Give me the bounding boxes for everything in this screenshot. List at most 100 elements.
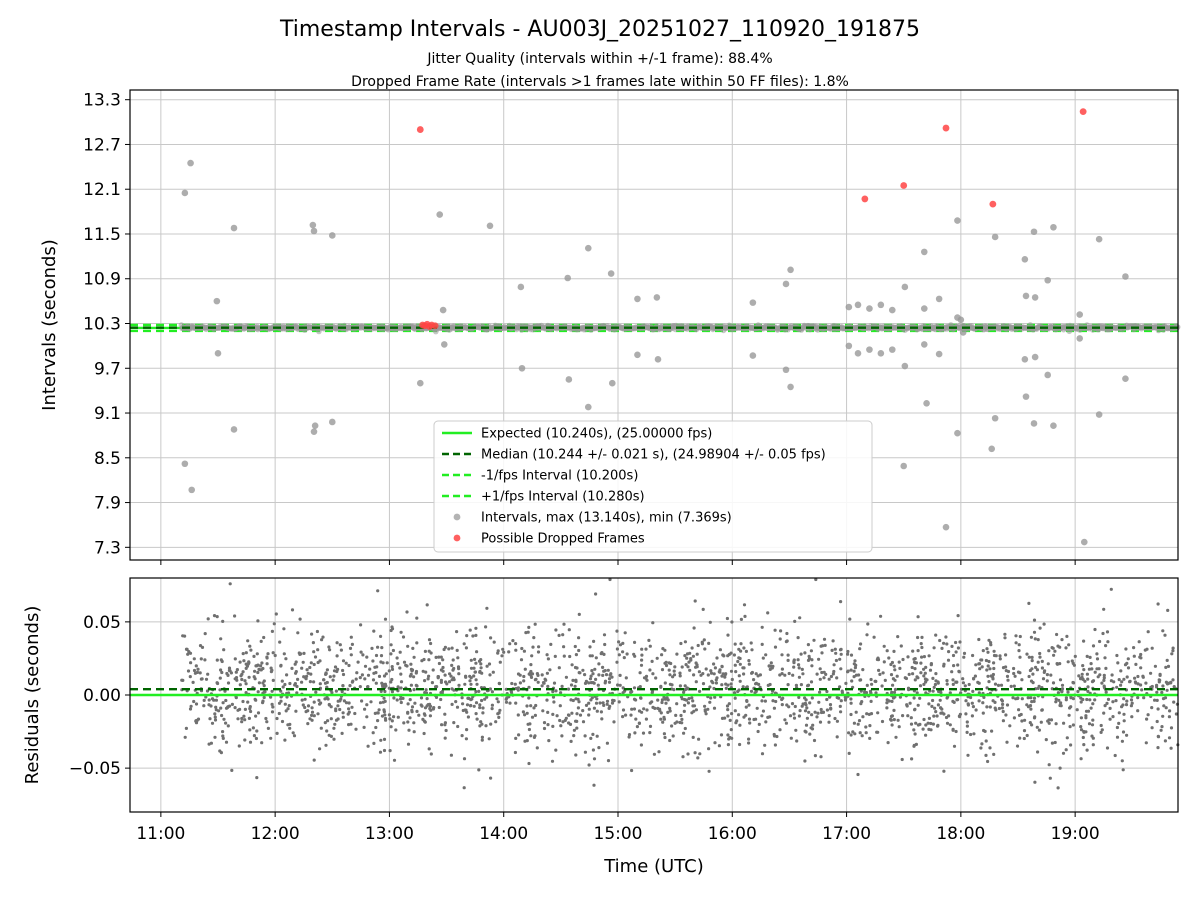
residual-point bbox=[184, 726, 188, 731]
residual-point bbox=[1121, 768, 1125, 772]
residual-point bbox=[203, 632, 207, 636]
interval-outlier-point bbox=[1050, 422, 1057, 430]
residual-point bbox=[818, 720, 823, 724]
residual-point bbox=[772, 732, 776, 737]
residual-point bbox=[733, 709, 737, 713]
residuals-reference-lines bbox=[130, 687, 1178, 697]
residual-point bbox=[1011, 696, 1015, 700]
residual-point bbox=[1013, 674, 1017, 678]
residual-point bbox=[1042, 622, 1046, 626]
residual-point bbox=[834, 658, 839, 663]
residual-point bbox=[992, 666, 996, 671]
residual-point bbox=[923, 677, 928, 681]
residual-point bbox=[456, 656, 460, 660]
residual-point bbox=[713, 741, 717, 745]
residual-point bbox=[890, 714, 895, 718]
residual-point bbox=[807, 654, 811, 658]
residual-point bbox=[474, 678, 478, 682]
residual-point bbox=[868, 724, 872, 728]
residual-point bbox=[592, 706, 597, 710]
residual-point bbox=[648, 668, 652, 672]
interval-outlier-point bbox=[439, 306, 447, 314]
residual-point bbox=[848, 617, 852, 621]
residual-point bbox=[284, 657, 288, 661]
residual-point bbox=[729, 651, 733, 655]
residual-point bbox=[794, 728, 798, 732]
residual-point bbox=[533, 678, 538, 682]
residual-point bbox=[552, 700, 556, 704]
residual-point bbox=[790, 702, 795, 706]
dropped-frame-point bbox=[900, 182, 908, 189]
interval-outlier-point bbox=[230, 224, 238, 232]
residual-point bbox=[279, 663, 283, 667]
residual-point bbox=[290, 608, 295, 612]
residual-point bbox=[500, 654, 504, 658]
intervals-y-tick-label: 10.9 bbox=[83, 270, 121, 290]
residual-point bbox=[523, 667, 527, 671]
residual-point bbox=[383, 617, 388, 621]
residual-point bbox=[469, 666, 474, 670]
residual-point bbox=[508, 701, 512, 705]
residual-point bbox=[554, 628, 558, 632]
intervals-y-tick-label: 8.5 bbox=[94, 449, 121, 469]
residual-point bbox=[988, 746, 992, 750]
residual-point bbox=[210, 721, 215, 725]
legend-plus-interval-label: +1/fps Interval (10.280s) bbox=[481, 490, 645, 505]
residual-point bbox=[372, 741, 376, 746]
residual-point bbox=[662, 717, 667, 721]
residual-point bbox=[434, 655, 438, 660]
residual-point bbox=[844, 696, 848, 700]
residual-point bbox=[853, 659, 857, 663]
residual-point bbox=[889, 673, 894, 677]
residual-point bbox=[1000, 706, 1005, 710]
residual-point bbox=[240, 672, 244, 676]
residual-point bbox=[428, 707, 432, 711]
residual-point bbox=[992, 752, 996, 757]
residual-point bbox=[832, 663, 836, 667]
residual-point bbox=[617, 640, 621, 644]
residual-point bbox=[1036, 660, 1040, 664]
residual-point bbox=[979, 658, 983, 662]
residual-point bbox=[348, 646, 353, 651]
residual-point bbox=[235, 678, 239, 682]
residual-point bbox=[603, 681, 607, 685]
residual-point bbox=[186, 669, 191, 673]
residual-point bbox=[656, 706, 660, 711]
residual-point bbox=[473, 657, 477, 662]
residual-point bbox=[1005, 674, 1010, 679]
residual-point bbox=[492, 640, 496, 644]
residual-point bbox=[1084, 716, 1088, 720]
residual-point bbox=[1150, 646, 1154, 650]
residual-point bbox=[647, 638, 651, 643]
residual-point bbox=[885, 706, 889, 710]
residual-point bbox=[900, 757, 904, 762]
residual-point bbox=[662, 732, 667, 736]
residual-point bbox=[220, 670, 224, 675]
residual-point bbox=[581, 709, 585, 713]
residual-point bbox=[1169, 726, 1174, 730]
residual-point bbox=[409, 683, 413, 687]
residual-point bbox=[1113, 753, 1117, 758]
x-axis-label: Time (UTC) bbox=[603, 856, 704, 877]
residual-point bbox=[822, 637, 827, 641]
residual-point bbox=[558, 704, 562, 708]
residual-point bbox=[839, 600, 843, 604]
residual-point bbox=[1022, 736, 1026, 741]
residual-point bbox=[325, 729, 329, 733]
residual-point bbox=[465, 710, 469, 714]
residual-point bbox=[912, 744, 916, 748]
residual-point bbox=[1038, 651, 1042, 656]
intervals-y-tick-label: 13.3 bbox=[83, 91, 121, 111]
residual-point bbox=[278, 640, 282, 644]
residual-point bbox=[739, 617, 744, 622]
residual-point bbox=[455, 648, 459, 653]
residual-point bbox=[212, 614, 217, 618]
residual-point bbox=[750, 671, 754, 675]
residual-point bbox=[773, 628, 777, 632]
residual-point bbox=[986, 664, 990, 668]
residual-point bbox=[374, 653, 379, 658]
residual-point bbox=[1067, 643, 1071, 647]
residual-point bbox=[583, 673, 587, 677]
residual-point bbox=[851, 730, 855, 734]
residual-point bbox=[540, 673, 544, 677]
